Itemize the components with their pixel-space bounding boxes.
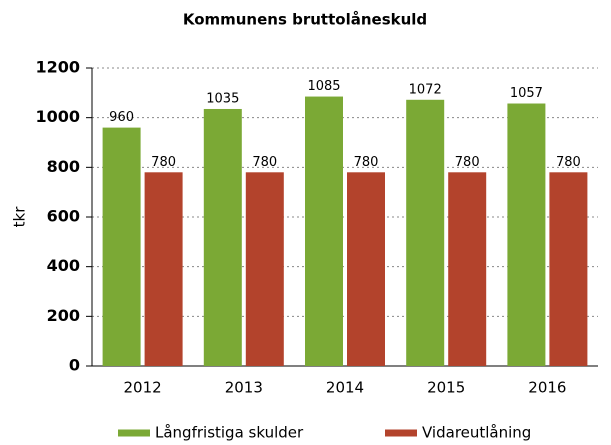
bar [549,172,588,366]
value-label: 1072 [409,82,442,97]
chart-title: Kommunens bruttolåneskuld [183,11,427,29]
x-tick-label: 2013 [225,379,263,397]
y-tick-label: 800 [47,157,80,176]
bar [102,127,141,366]
y-tick-label: 1000 [35,107,80,126]
value-label: 780 [556,155,581,170]
bar [507,103,546,367]
value-label: 780 [252,155,277,170]
value-label: 960 [109,110,134,125]
y-tick-label: 0 [69,356,80,375]
value-label: 780 [455,155,480,170]
x-tick-label: 2014 [326,379,364,397]
bar [347,172,385,366]
legend-label: Långfristiga skulder [155,424,304,442]
value-label: 780 [151,155,176,170]
value-label: 1057 [510,86,543,101]
y-tick-label: 1200 [35,58,80,77]
y-tick-label: 400 [47,256,80,275]
x-tick-label: 2012 [124,379,162,397]
bar [406,99,445,366]
y-axis-label: tkr [11,206,29,228]
bar [305,96,343,366]
value-label: 780 [354,155,379,170]
x-tick-label: 2015 [427,379,465,397]
bar [448,172,487,366]
y-tick-label: 600 [47,207,80,226]
y-tick-label: 200 [47,306,80,325]
value-label: 1035 [206,91,239,106]
value-label: 1085 [307,79,340,94]
legend-label: Vidareutlåning [422,424,531,442]
bar [203,108,242,366]
bar [144,172,183,366]
bar [245,172,284,366]
x-tick-label: 2016 [528,379,566,397]
